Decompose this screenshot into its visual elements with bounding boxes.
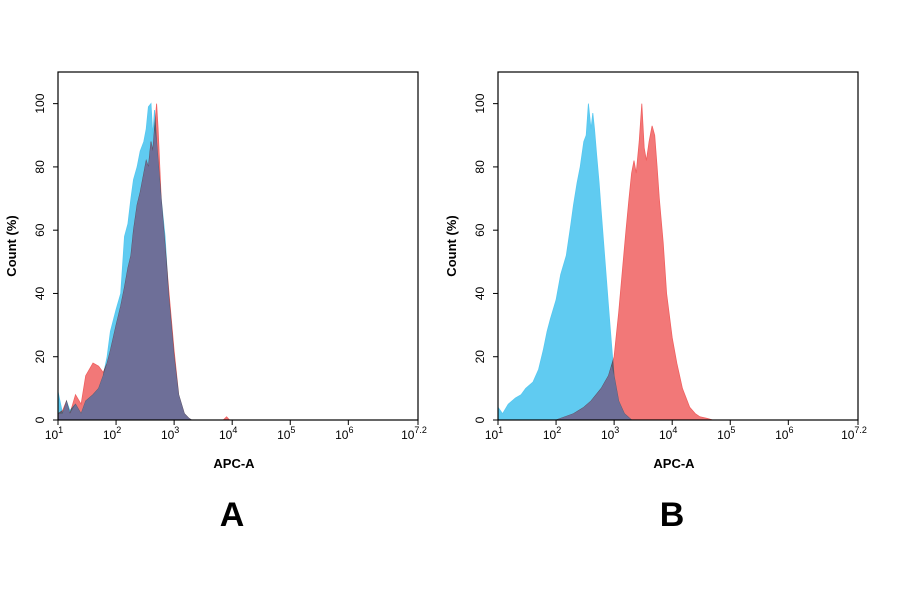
panel-label: B [660, 496, 685, 534]
plot-area: 0 20 40 60 80 100 101 102 103 104 105 106 107.2 [473, 71, 867, 442]
y-tick-label: 100 [473, 93, 487, 113]
x-axis-label: APC-A [213, 456, 255, 471]
x-axis-label: APC-A [653, 456, 695, 471]
x-tick-label: 103 [161, 425, 179, 442]
panel-b-histogram: 0 20 40 60 80 100 101 102 103 104 105 106 107.2 Coun… [444, 71, 867, 534]
plot-frame [497, 71, 859, 421]
x-tick-label: 107.2 [841, 425, 867, 442]
y-tick-label: 80 [473, 160, 487, 174]
y-tick-label: 40 [33, 286, 47, 300]
y-tick-label: 0 [33, 416, 47, 423]
x-tick-label: 105 [277, 425, 295, 442]
y-axis-label: Count (%) [444, 215, 459, 276]
y-tick-label: 80 [33, 160, 47, 174]
x-tick-label: 106 [775, 425, 793, 442]
plot-area: 0 20 40 60 80 100 101 102 103 104 105 106 107.2 [33, 71, 427, 442]
overlap-area [58, 128, 230, 420]
x-tick-label: 104 [659, 425, 677, 442]
y-tick-label: 60 [473, 223, 487, 237]
x-tick-label: 107.2 [401, 425, 427, 442]
x-tick-label: 102 [103, 425, 121, 442]
x-tick-label: 102 [543, 425, 561, 442]
y-tick-label: 40 [473, 286, 487, 300]
panel-a-histogram: 0 20 40 60 80 100 101 102 103 104 105 106 107.2 Coun… [4, 71, 427, 534]
x-tick-label: 101 [45, 425, 63, 442]
y-axis-label: Count (%) [4, 215, 19, 276]
x-tick-label: 103 [601, 425, 619, 442]
blue-histogram-area [497, 103, 633, 421]
y-tick-label: 0 [473, 416, 487, 423]
overlap-area [498, 365, 713, 420]
x-tick-label: 106 [335, 425, 353, 442]
y-tick-label: 20 [33, 350, 47, 364]
red-histogram-area [555, 103, 713, 421]
x-tick-label: 105 [717, 425, 735, 442]
x-tick-label: 104 [219, 425, 237, 442]
plot-frame [57, 71, 419, 421]
panel-label: A [220, 496, 245, 534]
y-tick-label: 100 [33, 93, 47, 113]
x-tick-label: 101 [485, 425, 503, 442]
y-tick-label: 20 [473, 350, 487, 364]
y-tick-label: 60 [33, 223, 47, 237]
